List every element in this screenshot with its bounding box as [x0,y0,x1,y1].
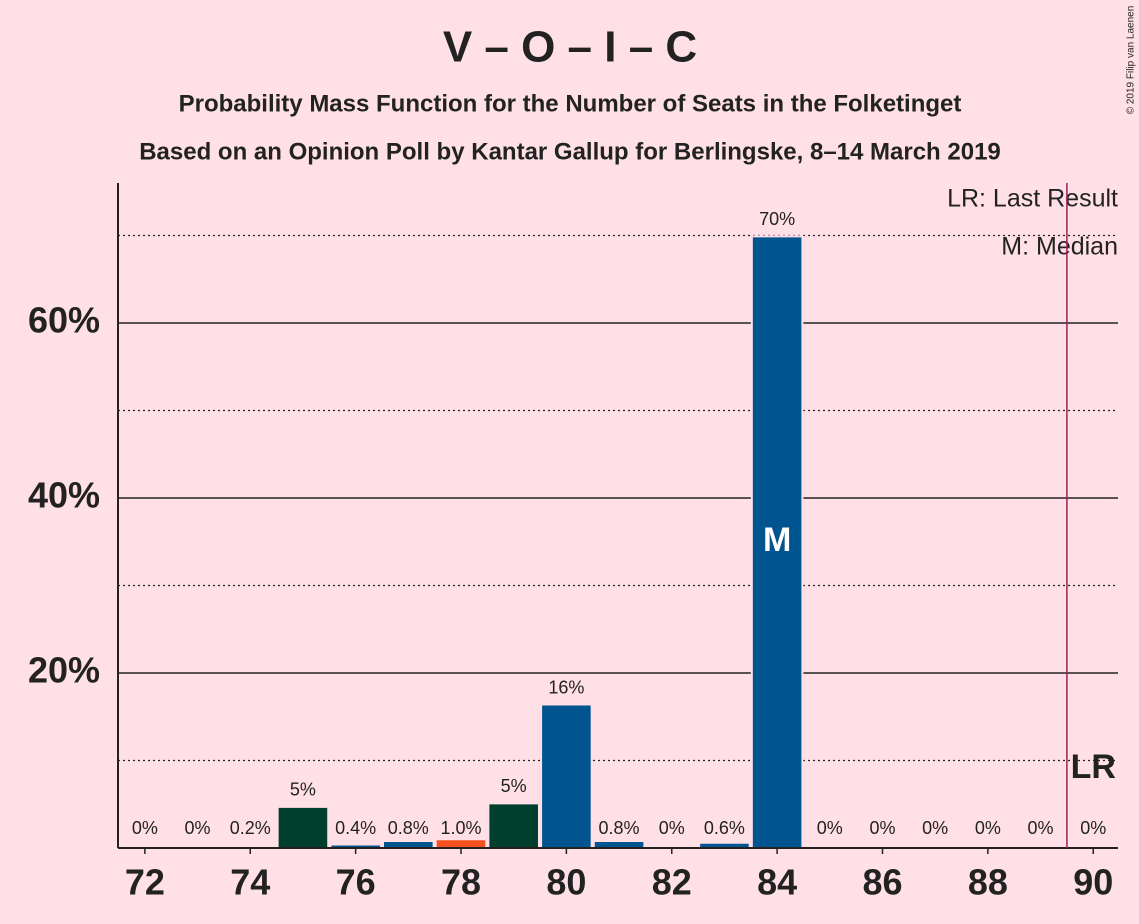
x-tick-label: 76 [336,862,376,903]
value-label: 0% [1080,818,1106,838]
value-label: 0% [869,818,895,838]
x-tick-label: 78 [441,862,481,903]
x-tick-label: 84 [757,862,797,903]
value-label: 0.8% [388,818,429,838]
y-tick-label: 20% [28,650,100,691]
x-tick-label: 82 [652,862,692,903]
x-tick-label: 74 [230,862,270,903]
value-label: 5% [290,780,316,800]
x-tick-label: 88 [968,862,1008,903]
legend-entry: M: Median [1001,233,1118,261]
value-label: 0.8% [599,818,640,838]
y-tick-label: 60% [28,300,100,341]
value-label: 0% [185,818,211,838]
chart-subtitle: Based on an Opinion Poll by Kantar Gallu… [139,138,1001,165]
x-tick-label: 86 [862,862,902,903]
bar [540,703,593,849]
value-label: 0.6% [704,818,745,838]
bar [592,840,646,849]
bar [487,802,540,849]
bar [276,805,330,849]
value-label: 16% [548,677,584,697]
median-label: M [763,521,791,559]
chart-subtitle: Probability Mass Function for the Number… [179,90,962,117]
last-result-label: LR [1071,748,1116,786]
value-label: 5% [501,776,527,796]
value-label: 0% [975,818,1001,838]
value-label: 0% [1028,818,1054,838]
bar [382,840,435,849]
y-tick-label: 40% [28,475,100,516]
value-label: 70% [759,209,795,229]
x-tick-label: 72 [125,862,165,903]
copyright: © 2019 Filip van Laenen [1126,6,1137,115]
chart-title: V – O – I – C [443,23,697,72]
value-label: 0.4% [335,818,376,838]
bar [434,838,488,849]
x-tick-label: 80 [546,862,586,903]
value-label: 0% [922,818,948,838]
value-label: 0% [132,818,158,838]
x-tick-label: 90 [1073,862,1113,903]
value-label: 0.2% [230,818,271,838]
bar [750,235,804,849]
value-label: 1.0% [440,818,481,838]
legend-entry: LR: Last Result [947,185,1118,213]
value-label: 0% [817,818,843,838]
value-label: 0% [659,818,685,838]
